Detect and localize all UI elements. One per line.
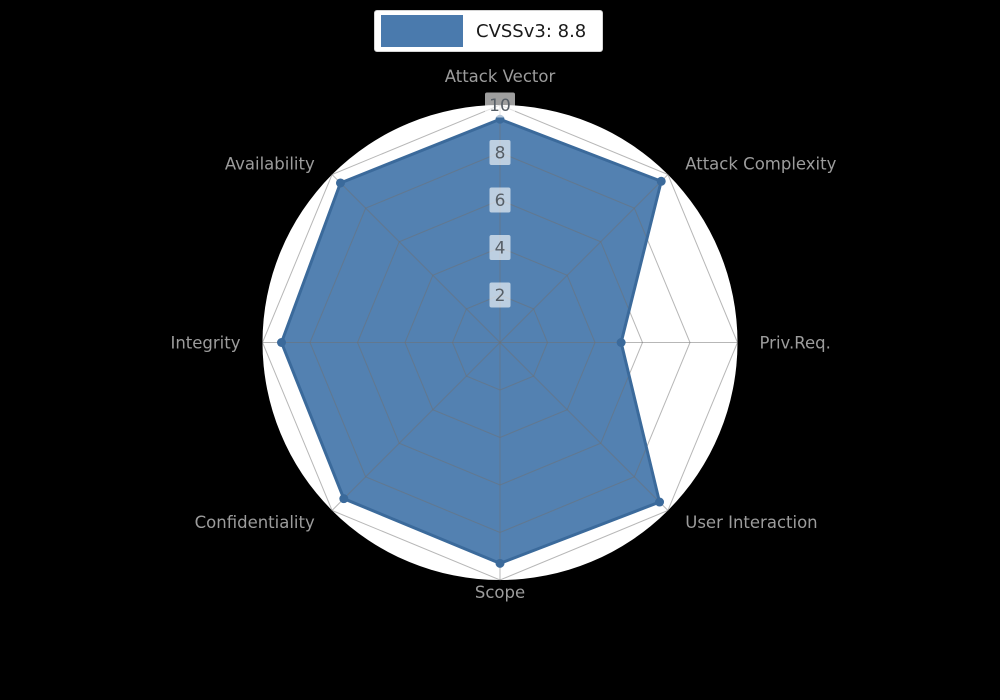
- cvss-score-polygon: [281, 119, 662, 564]
- legend-label: CVSSv3: 8.8: [476, 20, 587, 42]
- chart-legend: CVSSv3: 8.8: [374, 10, 604, 52]
- radial-tick-box: [489, 282, 511, 308]
- radial-tick-box: [489, 140, 511, 165]
- radar-spoke: [499, 174, 669, 343]
- radial-tick-label: 10: [489, 96, 511, 116]
- axis-label-availability: Availability: [225, 154, 315, 173]
- radar-spoke: [499, 342, 669, 511]
- axis-label-attack-vector: Attack Vector: [445, 67, 556, 86]
- radial-tick-label: 6: [495, 191, 506, 211]
- legend-color-swatch: [381, 15, 463, 47]
- axis-label-user-interaction: User Interaction: [685, 513, 817, 532]
- vertex-marker: [495, 558, 505, 568]
- vertex-marker: [335, 178, 345, 188]
- axis-label-confidentiality: Confidentiality: [195, 513, 315, 532]
- radar-spoke: [331, 342, 501, 511]
- axis-label-attack-complexity: Attack Complexity: [685, 154, 836, 173]
- radial-tick-box: [489, 235, 511, 260]
- radial-tick-label: 2: [495, 286, 506, 306]
- axis-label-scope: Scope: [475, 583, 525, 602]
- radial-tick-box: [489, 187, 511, 213]
- vertex-marker: [656, 176, 666, 186]
- vertex-marker: [616, 338, 626, 347]
- vertex-marker: [655, 497, 665, 507]
- radial-tick-box: [485, 92, 515, 118]
- axis-label-priv-req: Priv.Req.: [760, 334, 831, 353]
- radar-spoke: [331, 174, 501, 343]
- vertex-marker: [339, 494, 349, 504]
- axis-label-integrity: Integrity: [170, 334, 240, 353]
- radial-tick-label: 4: [495, 239, 506, 259]
- vertex-marker: [277, 338, 286, 347]
- radial-tick-label: 8: [495, 144, 506, 164]
